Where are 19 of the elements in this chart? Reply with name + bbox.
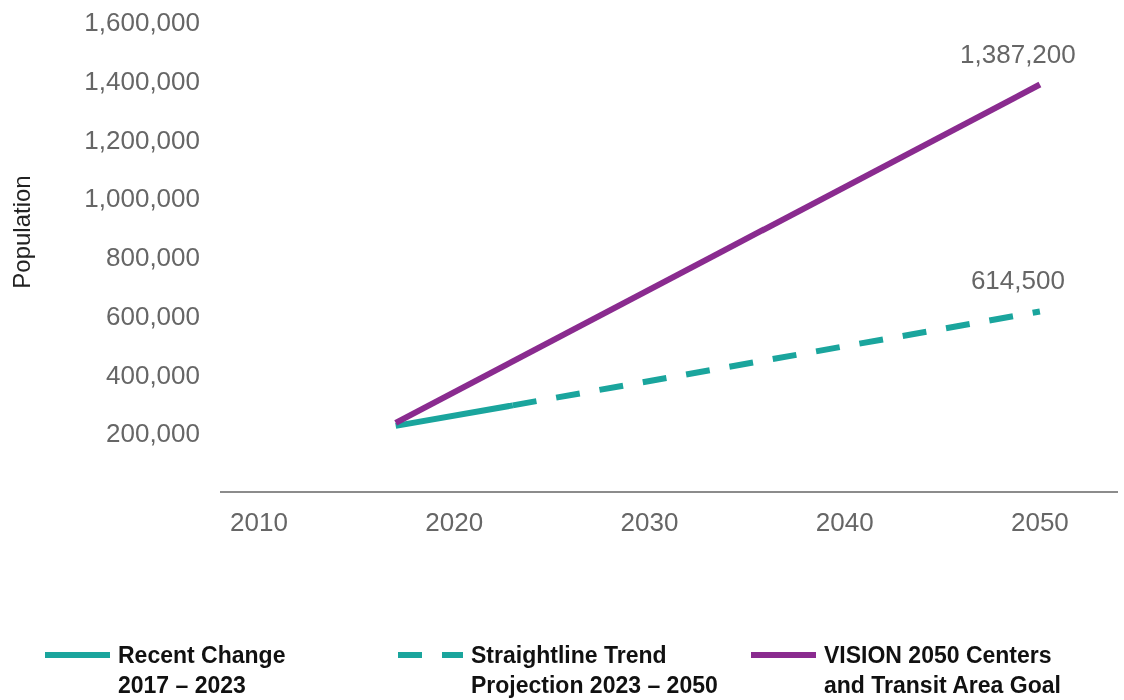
y-tick-label: 800,000 [106, 242, 200, 272]
y-tick-label: 1,400,000 [84, 65, 200, 96]
data-label: 1,387,200 [960, 38, 1076, 69]
y-tick-label: 1,600,000 [84, 7, 200, 37]
y-tick-label: 1,000,000 [84, 183, 200, 214]
y-tick-label: 200,000 [106, 418, 200, 449]
y-tick-label: 400,000 [106, 359, 200, 390]
y-tick-label: 600,000 [106, 300, 200, 331]
data-label: 614,500 [970, 265, 1065, 296]
x-tick-label: 2030 [620, 507, 679, 537]
x-tick-label: 2050 [1010, 507, 1069, 537]
y-axis-title: Population [8, 175, 35, 289]
legend-label: Recent Change 2017 – 2023 [118, 642, 286, 698]
legend-label: Straightline Trend Projection 2023 – 2050 [471, 642, 718, 698]
legend-label: VISION 2050 Centers and Transit Area Goal [824, 642, 1061, 698]
y-tick-label: 1,200,000 [84, 124, 200, 155]
x-tick-label: 2040 [815, 507, 874, 537]
x-tick-label: 2010 [230, 507, 288, 537]
x-tick-label: 2020 [425, 507, 484, 537]
